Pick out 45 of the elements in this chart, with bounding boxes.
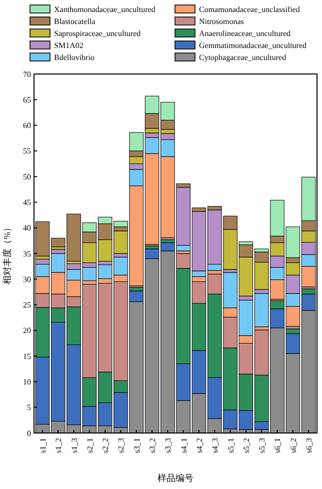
legend-label: Gemmatimonadaceae_uncultured	[199, 40, 307, 50]
x-tick-label: s3_1	[132, 438, 142, 454]
x-tick-label: s1_3	[70, 438, 79, 454]
x-tick-label: s1_2	[54, 438, 64, 454]
y-tick-label: 0	[27, 428, 31, 438]
x-tick-label: s1_1	[38, 438, 48, 454]
x-tick-label: s4_3	[210, 438, 220, 454]
legend-label: Saprospiraceae_uncultured	[54, 28, 141, 38]
x-tick-label: s6_2	[288, 438, 298, 454]
x-axis-title: 样品编号	[158, 473, 194, 483]
x-tick-label: s5_3	[258, 438, 267, 454]
x-tick-label: s5_2	[242, 438, 251, 454]
y-tick-label: 35	[23, 249, 31, 258]
legend-label: Comamonadaceae_unclassified	[199, 4, 300, 14]
y-tick-label: 65	[23, 95, 31, 104]
y-tick-label: 30	[23, 274, 31, 284]
y-tick-label: 40	[23, 224, 31, 233]
legend-label: Bdellovibrio	[54, 52, 94, 62]
x-tick-label: s4_2	[194, 438, 204, 454]
x-tick-label: s6_3	[304, 438, 314, 454]
y-tick-label: 15	[23, 352, 31, 361]
y-tick-label: 5	[27, 403, 31, 412]
y-tick-label: 50	[23, 172, 31, 182]
y-axis-title: 相对丰度（%）	[2, 222, 12, 284]
x-tick-label: s2_2	[101, 438, 110, 454]
x-tick-label: s4_1	[179, 438, 188, 454]
y-tick-label: 70	[23, 70, 31, 79]
x-tick-label: s2_3	[116, 438, 126, 454]
legend-label: Nitrosomonas	[199, 16, 244, 26]
legend-label: SM1A02	[54, 40, 84, 50]
y-tick-label: 55	[23, 146, 31, 156]
legend-label: Blastocatella	[54, 16, 96, 26]
y-tick-label: 10	[23, 378, 31, 387]
y-tick-label: 60	[23, 121, 31, 130]
y-tick-label: 45	[23, 198, 31, 208]
x-tick-label: s2_1	[85, 438, 94, 454]
x-tick-label: s5_1	[226, 438, 236, 454]
y-tick-label: 25	[23, 300, 31, 310]
x-tick-label: s6_1	[273, 438, 282, 454]
x-tick-label: s3_3	[164, 438, 173, 454]
legend-label: Cytophagaceae_uncultured	[199, 52, 286, 62]
legend-label: Xanthomonadaceae_uncultured	[54, 4, 156, 14]
y-tick-label: 20	[23, 326, 31, 336]
x-tick-label: s3_2	[148, 438, 158, 454]
legend-label: Anaerolineaceae_uncultured	[199, 28, 291, 38]
